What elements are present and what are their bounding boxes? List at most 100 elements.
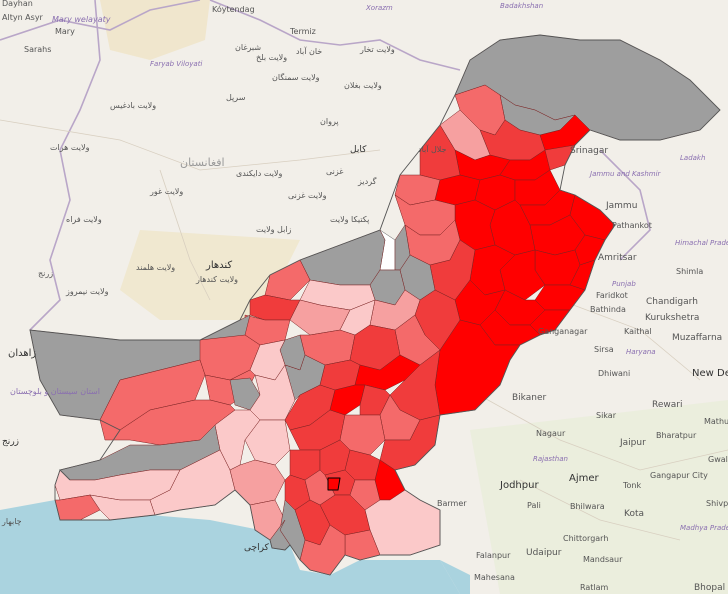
label-a2: ولایت تخار [359,45,395,54]
label-badakhshan: Badakhshan [500,2,543,10]
label-bharatpur: Bharatpur [656,431,697,440]
label-faridkot: Faridkot [596,291,628,300]
label-mary-welayaty: Mary welayaty [52,15,111,24]
label-a1: شبرغان [235,43,261,52]
border-turkmenistan [0,0,201,41]
label-chittorgarh: Chittorgarh [563,534,608,543]
label-a20: غزنی [326,167,344,176]
label-gangapur: Gangapur City [650,471,708,480]
label-a14: استان سیستان و بلوچستان [10,387,100,396]
label-xorazm: Xorazm [365,4,393,12]
label-shivpuri: Shivpuri [706,499,728,508]
label-a19: گردیز [357,176,377,186]
pakistan-outline [29,34,721,576]
roads [0,119,728,541]
label-mathura: Mathura [704,417,728,426]
label-jk: Jammu and Kashmir [588,170,662,178]
label-new-delhi: New Delhi [692,368,728,379]
label-a13: زاهدان [8,348,36,359]
label-a8: ولایت فراه [66,215,102,224]
label-koytendag: Kóytendag [212,4,255,14]
label-a25: ولایت غور [149,187,183,196]
label-bikaner: Bikaner [512,393,546,403]
label-a32: کراچی [244,543,270,553]
pakistan-districts [29,34,721,576]
label-mary: Mary [55,27,75,36]
label-a24: ولایت دایکندی [236,169,282,178]
label-a38: خان آباد [296,46,322,56]
label-mahesana: Mahesana [474,573,515,582]
label-srinagar: Srinagar [570,146,608,156]
gulf-of-kutch [440,560,470,594]
label-a10: کندهار [205,260,232,271]
label-a5: ولایت بغلان [344,81,382,90]
label-a7: ولایت هرات [50,143,90,152]
label-a15: افغانستان [180,156,225,169]
label-a36: ولایت کندهار [195,275,238,284]
label-jammu: Jammu [605,201,637,211]
arabic-labels: شبرغان ولایت تخار ولایت بلخ ولایت سمنگان… [1,43,447,553]
label-falanpur: Falanpur [476,551,511,560]
label-rewari: Rewari [652,400,682,410]
label-faryab: Faryab Viloyati [150,60,202,68]
label-kota: Kota [624,509,644,519]
label-bathinda: Bathinda [590,305,626,314]
label-a12: زرنج [38,269,53,278]
label-termiz: Termiz [289,27,316,36]
desert-area-south [120,230,300,320]
label-a40: پروان [320,117,339,126]
label-muzaffarna: Muzaffarna [672,333,722,343]
border-kashmir-east [599,149,651,261]
district-kalat[interactable] [249,364,301,421]
label-a21: پکتیکا ولایت [330,215,369,224]
label-jaipur: Jaipur [619,438,646,448]
desert-area-north [100,0,210,60]
international-borders [0,0,651,331]
label-a17: جلال آباد [418,144,447,154]
label-tonk: Tonk [622,481,641,490]
label-mandsaur: Mandsaur [583,555,623,564]
label-gwalior: Gwalior [708,455,728,464]
label-haryana: Haryana [626,348,656,356]
label-a6: ولایت بادغیس [110,101,156,110]
label-a4: ولایت سمنگان [272,72,320,82]
label-a26: چابهار [1,517,22,526]
label-pathankot: Pathankot [612,221,652,230]
label-amritsar: Amritsar [598,253,637,263]
label-a11: ولایت نیمروز [65,287,109,296]
label-punjab: Punjab [612,280,636,288]
label-kurukshetra: Kurukshetra [645,313,699,323]
label-chandigarh: Chandigarh [646,297,698,307]
label-a3: ولایت بلخ [256,53,287,62]
label-ganganagar: Ganganagar [538,327,588,336]
label-a28: سرپل [226,93,246,102]
label-sarahs: Sarahs [24,45,51,54]
label-altyn-asyr: Altyn Asyr [2,13,44,22]
label-bhopal: Bhopal [694,583,725,593]
label-pali: Pali [527,501,541,510]
label-sirsa: Sirsa [594,345,614,354]
label-ratlam: Ratlam [580,583,609,592]
label-a12b: زرنج [2,437,19,447]
label-madhya-pradesh: Madhya Pradesh [680,524,728,532]
label-jodhpur: Jodhpur [499,480,539,491]
label-himachal: Himachal Pradesh [675,239,728,247]
label-nagaur: Nagaur [536,429,566,438]
border-iran-afghanistan [29,0,101,331]
label-ladakh: Ladakh [680,154,705,162]
label-barmer: Barmer [437,499,467,508]
label-sikar: Sikar [596,411,617,420]
label-a18: ولایت غزنی [288,191,327,200]
label-ajmer: Ajmer [569,473,600,484]
district-hyderabad-city[interactable] [327,477,341,491]
label-dayhan: Dayhan [2,0,33,8]
arabian-sea [0,500,460,594]
label-udaipur: Udaipur [526,548,562,558]
border-uzbekistan-tajikistan [209,0,461,71]
label-dhiwani: Dhiwani [598,369,630,378]
label-a16: کابل [350,145,367,155]
label-a22: زابل ولایت [256,225,292,234]
